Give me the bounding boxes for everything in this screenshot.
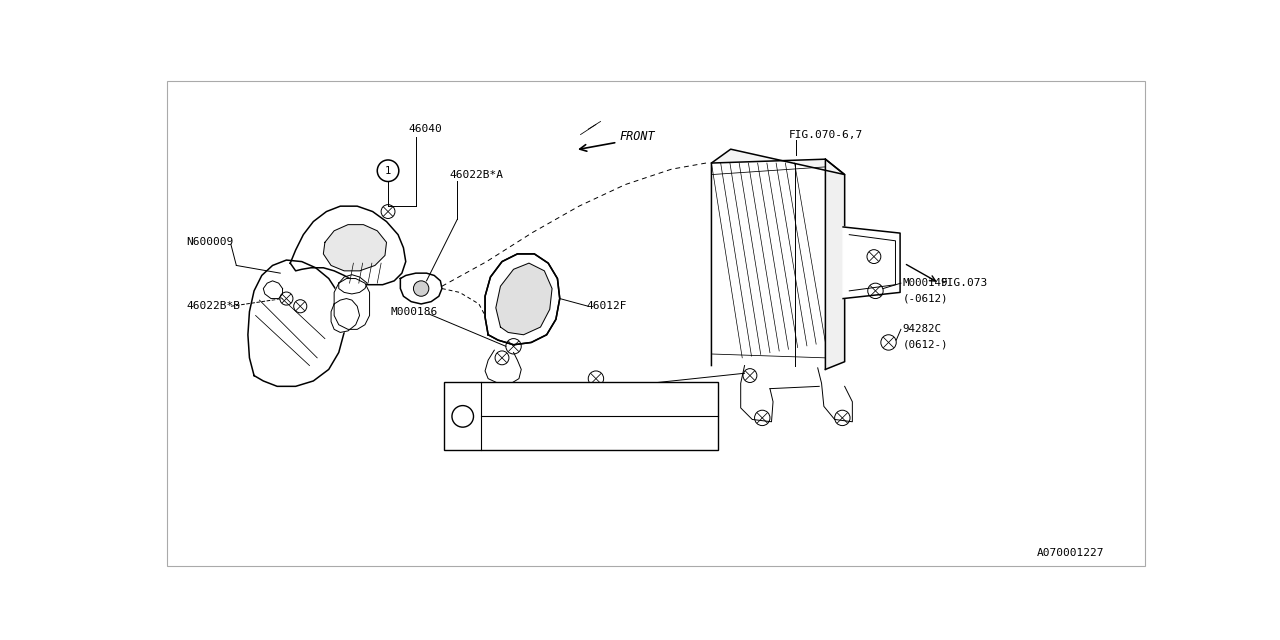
Text: (-0612): (-0612) — [902, 294, 948, 303]
Text: 46040: 46040 — [408, 124, 442, 134]
FancyBboxPatch shape — [444, 383, 718, 451]
Text: 1: 1 — [460, 412, 466, 421]
Text: FIG.070-6,7: FIG.070-6,7 — [788, 129, 863, 140]
Polygon shape — [844, 227, 900, 298]
Text: M000149: M000149 — [579, 394, 626, 404]
Polygon shape — [712, 149, 845, 175]
Text: M000149: M000149 — [902, 278, 948, 288]
Circle shape — [413, 281, 429, 296]
Polygon shape — [485, 254, 559, 345]
Polygon shape — [248, 260, 344, 387]
Text: FRONT: FRONT — [620, 131, 654, 143]
Polygon shape — [334, 278, 370, 330]
Polygon shape — [324, 225, 387, 271]
Text: FIG.073: FIG.073 — [941, 278, 988, 288]
Text: N600009: N600009 — [187, 237, 233, 247]
Polygon shape — [495, 263, 552, 335]
Text: 1: 1 — [385, 166, 392, 176]
Polygon shape — [264, 281, 283, 298]
Polygon shape — [291, 206, 406, 285]
Polygon shape — [485, 350, 521, 383]
Text: M000186: M000186 — [390, 307, 438, 317]
Polygon shape — [712, 159, 826, 369]
Text: 46012F: 46012F — [586, 301, 627, 311]
Text: N600009（-'07MY0609）: N600009（-'07MY0609） — [489, 394, 612, 404]
Text: A070001227: A070001227 — [1037, 548, 1105, 557]
Text: N370002（'07MY0610-）: N370002（'07MY0610-） — [489, 428, 612, 438]
Text: (0612-): (0612-) — [902, 340, 948, 349]
Text: 46022B*B: 46022B*B — [187, 301, 241, 311]
Text: 94282C: 94282C — [902, 324, 941, 334]
Text: 46022B*A: 46022B*A — [449, 170, 503, 180]
Polygon shape — [401, 273, 442, 304]
Polygon shape — [826, 159, 845, 369]
Polygon shape — [332, 298, 360, 332]
